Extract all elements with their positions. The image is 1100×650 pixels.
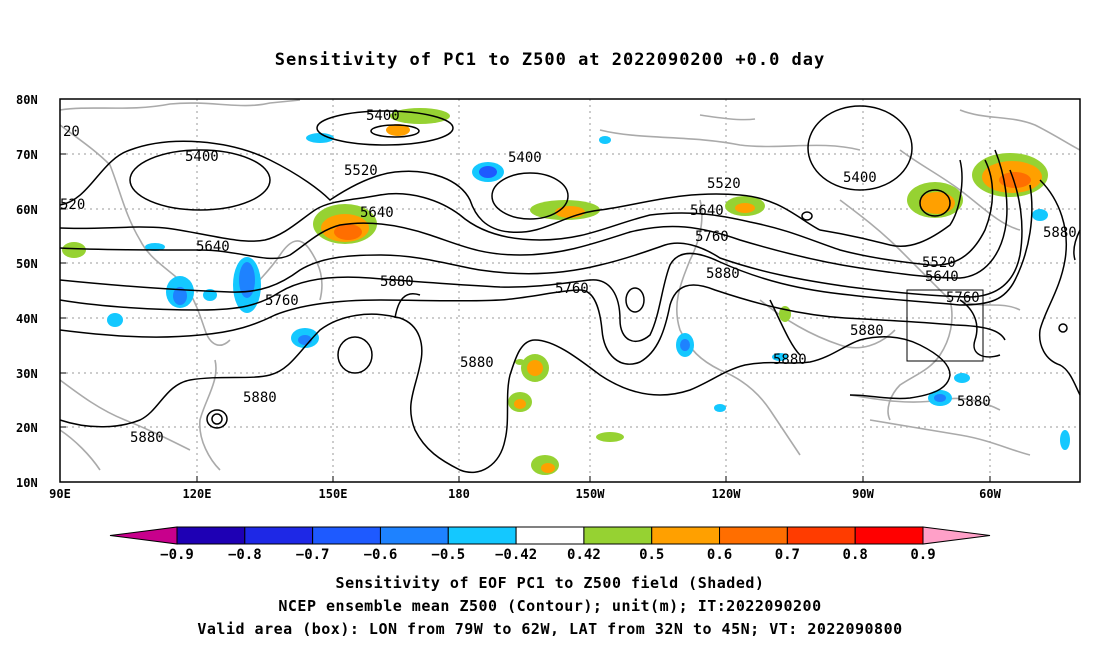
contour-label-5640: 5640 — [690, 203, 724, 219]
contour-label-5880: 5880 — [850, 323, 884, 339]
contour-label-520: 520 — [60, 197, 85, 213]
contour-label-5400: 5400 — [185, 149, 219, 165]
map-border — [59, 98, 1081, 483]
lat-label: 60N — [16, 203, 38, 217]
lon-label: 150W — [576, 487, 606, 501]
colorbar-segment — [515, 526, 585, 545]
contour-label-5880: 5880 — [706, 266, 740, 282]
contour-label-5880: 5880 — [130, 430, 164, 446]
latitude-labels: 80N 70N 60N 50N 40N 30N 20N 10N — [16, 93, 38, 490]
colorbar-segment — [379, 526, 449, 545]
lon-label: 180 — [448, 487, 470, 501]
contour-label-5640: 5640 — [360, 205, 394, 221]
contour-label-20: 20 — [63, 124, 80, 140]
colorbar-label: 0.6 — [707, 547, 732, 563]
colorbar-segment — [244, 526, 314, 545]
positive-anomalies — [62, 108, 1048, 475]
colorbar-segment — [312, 526, 381, 545]
colorbar-label: −0.5 — [431, 547, 465, 563]
colorbar-segment — [447, 526, 517, 545]
contour-label-5520: 5520 — [922, 255, 956, 271]
contour-label-5400: 5400 — [843, 170, 877, 186]
colorbar-label: −0.7 — [296, 547, 330, 563]
contour-label-5760: 5760 — [555, 281, 589, 297]
contour-label-5400: 5400 — [366, 108, 400, 124]
lon-label: 90W — [852, 487, 874, 501]
colorbar-left-arrow — [109, 526, 178, 545]
colorbar-right-arrow — [922, 526, 991, 545]
colorbar-label: 0.9 — [910, 547, 935, 563]
contour-label-5880: 5880 — [380, 274, 414, 290]
contour-label-5760: 5760 — [265, 293, 299, 309]
contour-label-5520: 5520 — [707, 176, 741, 192]
sensitivity-shading — [62, 108, 1070, 475]
lat-label: 20N — [16, 421, 38, 435]
colorbar-segment — [854, 526, 924, 545]
longitude-labels: 90E 120E 150E 180 150W 120W 90W 60W — [49, 487, 1001, 501]
contour-labels: 5400 5400 5400 5400 5520 5520 5520 5640 … — [60, 108, 1077, 446]
contour-label-5400: 5400 — [508, 150, 542, 166]
negative-anomalies — [107, 133, 1070, 450]
lon-label: 90E — [49, 487, 71, 501]
colorbar-segment — [786, 526, 856, 545]
contour-label-5880: 5880 — [773, 352, 807, 368]
axis-ticks — [59, 98, 991, 483]
contour-label-5640: 5640 — [196, 239, 230, 255]
caption-shading: Sensitivity of EOF PC1 to Z500 field (Sh… — [335, 574, 765, 592]
lon-label: 150E — [319, 487, 348, 501]
lat-label: 30N — [16, 367, 38, 381]
contour-label-5880: 5880 — [957, 394, 991, 410]
z500-5880-contours — [59, 179, 1081, 474]
lon-label: 60W — [979, 487, 1001, 501]
caption-valid-area: Valid area (box): LON from 79W to 62W, L… — [197, 620, 903, 638]
caption-contour: NCEP ensemble mean Z500 (Contour); unit(… — [278, 597, 822, 615]
colorbar-label: −0.9 — [160, 547, 194, 563]
chart-title: Sensitivity of PC1 to Z500 at 2022090200… — [274, 50, 826, 70]
contour-label-5880: 5880 — [1043, 225, 1077, 241]
colorbar-label: 0.5 — [639, 547, 664, 563]
contour-label-5520: 5520 — [344, 163, 378, 179]
contour-label-5760: 5760 — [946, 290, 980, 306]
contour-label-5640: 5640 — [925, 269, 959, 285]
colorbar-label: 0.8 — [843, 547, 868, 563]
contour-label-5880: 5880 — [460, 355, 494, 371]
contour-label-5760: 5760 — [695, 229, 729, 245]
colorbar-label: 0.42 — [567, 547, 601, 563]
colorbar-label: −0.8 — [228, 547, 262, 563]
z500-contours — [59, 105, 1068, 429]
colorbar-segment — [651, 526, 721, 545]
colorbar-label: −0.42 — [495, 547, 537, 563]
lat-label: 70N — [16, 148, 38, 162]
lat-label: 80N — [16, 93, 38, 107]
colorbar-segment — [176, 526, 246, 545]
contour-label-5880: 5880 — [243, 390, 277, 406]
lat-label: 10N — [16, 476, 38, 490]
colorbar-label: −0.6 — [364, 547, 398, 563]
colorbar-label: 0.7 — [775, 547, 800, 563]
lat-label: 50N — [16, 257, 38, 271]
lon-label: 120E — [183, 487, 212, 501]
valid-area-box — [906, 289, 984, 362]
colorbar: −0.9 −0.8 −0.7 −0.6 −0.5 −0.42 0.42 0.5 0.6 0.7 0.… — [109, 526, 991, 563]
lat-label: 40N — [16, 312, 38, 326]
colorbar-segment — [719, 526, 788, 545]
lon-label: 120W — [712, 487, 742, 501]
colorbar-segment — [583, 526, 653, 545]
